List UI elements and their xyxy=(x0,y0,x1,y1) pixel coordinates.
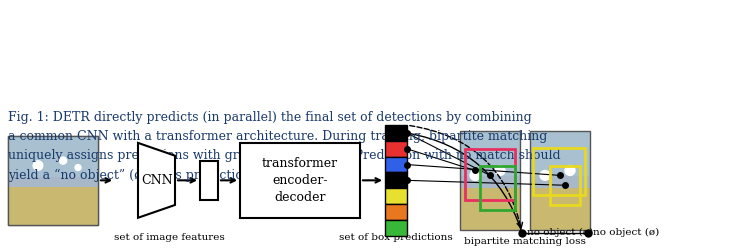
Bar xyxy=(8,177,98,187)
Circle shape xyxy=(59,157,67,164)
Bar xyxy=(533,148,585,195)
Bar xyxy=(480,166,515,210)
Bar xyxy=(385,157,407,172)
Bar xyxy=(385,141,407,157)
Bar xyxy=(385,204,407,220)
Bar xyxy=(465,149,515,200)
Bar xyxy=(8,136,98,225)
Bar xyxy=(460,176,520,188)
Circle shape xyxy=(75,165,81,170)
Bar xyxy=(530,131,590,230)
Text: bipartite matching loss: bipartite matching loss xyxy=(464,238,586,247)
Text: no object (ø): no object (ø) xyxy=(527,228,593,237)
Bar xyxy=(530,176,590,188)
FancyBboxPatch shape xyxy=(240,143,360,218)
Bar xyxy=(530,131,590,180)
Bar xyxy=(385,125,407,141)
Text: CNN: CNN xyxy=(141,174,173,187)
Bar xyxy=(8,136,98,225)
Text: set of box predictions: set of box predictions xyxy=(339,233,453,242)
Circle shape xyxy=(495,166,505,175)
Bar xyxy=(530,131,590,230)
Circle shape xyxy=(470,170,480,180)
Text: transformer
encoder-
decoder: transformer encoder- decoder xyxy=(262,157,338,204)
Bar xyxy=(460,185,520,230)
Bar xyxy=(530,185,590,230)
Bar xyxy=(200,161,218,200)
Bar xyxy=(385,172,407,188)
Circle shape xyxy=(565,166,575,175)
Bar xyxy=(385,188,407,204)
Bar xyxy=(385,220,407,236)
Circle shape xyxy=(33,161,43,170)
Polygon shape xyxy=(138,143,175,218)
Bar xyxy=(460,131,520,180)
Bar xyxy=(460,131,520,230)
Text: set of image features: set of image features xyxy=(114,233,224,242)
Text: Fig. 1: DETR directly predicts (in parallel) the final set of detections by comb: Fig. 1: DETR directly predicts (in paral… xyxy=(8,111,561,182)
Bar xyxy=(8,185,98,225)
Bar xyxy=(460,131,520,230)
Bar xyxy=(550,166,580,205)
Bar xyxy=(8,136,98,180)
Text: no object (ø): no object (ø) xyxy=(593,228,659,237)
Circle shape xyxy=(540,170,550,180)
